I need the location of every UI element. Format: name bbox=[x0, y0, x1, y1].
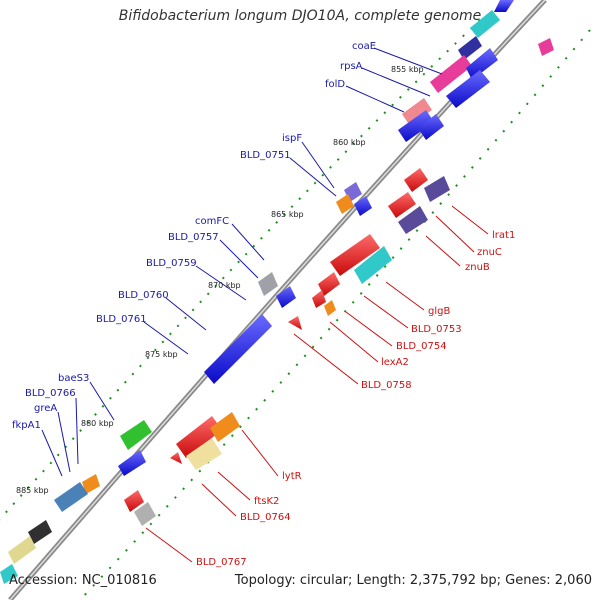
gene-label[interactable]: BLD_0767 bbox=[196, 557, 247, 568]
kbp-label: 880 kbp bbox=[81, 419, 114, 428]
gene-forward bbox=[430, 55, 472, 93]
gene-label[interactable]: lytR bbox=[282, 471, 302, 482]
forward-gene-track bbox=[0, 0, 514, 584]
gene-label[interactable]: BLD_0761 bbox=[96, 314, 147, 325]
gene-forward bbox=[494, 0, 514, 12]
gene-forward bbox=[458, 36, 482, 60]
gene-reverse bbox=[330, 234, 380, 276]
forward-leader-lines bbox=[41, 47, 443, 477]
gene-forward bbox=[82, 474, 100, 494]
gene-reverse bbox=[538, 38, 554, 56]
gene-reverse bbox=[404, 168, 428, 192]
genome-title: Bifidobacterium longum DJO10A, complete … bbox=[118, 8, 482, 24]
genome-summary: Topology: circular; Length: 2,375,792 bp… bbox=[234, 573, 592, 588]
gene-label[interactable]: znuB bbox=[465, 262, 490, 273]
gene-forward bbox=[8, 536, 36, 564]
gene-reverse bbox=[324, 300, 336, 316]
gene-label[interactable]: BLD_0753 bbox=[411, 324, 462, 335]
gene-forward bbox=[470, 10, 500, 38]
kbp-label: 885 kbp bbox=[16, 486, 49, 495]
gene-label[interactable]: coaE bbox=[352, 41, 377, 52]
gene-label[interactable]: rpsA bbox=[340, 61, 363, 72]
gene-forward bbox=[118, 450, 146, 476]
gene-forward bbox=[258, 272, 278, 296]
gene-forward bbox=[336, 194, 354, 214]
kbp-label: 860 kbp bbox=[333, 138, 366, 147]
kbp-label: 875 kbp bbox=[145, 350, 178, 359]
gene-label[interactable]: greA bbox=[34, 403, 58, 414]
gc-track-outer bbox=[79, 29, 591, 600]
gene-reverse bbox=[170, 452, 182, 464]
gc-track-inner bbox=[0, 19, 481, 521]
gene-reverse bbox=[318, 272, 340, 296]
gene-label[interactable]: ftsK2 bbox=[254, 496, 280, 507]
gene-forward bbox=[354, 196, 372, 216]
kbp-label: 865 kbp bbox=[271, 210, 304, 219]
gene-forward bbox=[120, 420, 152, 450]
gene-label[interactable]: BLD_0759 bbox=[146, 258, 197, 269]
gene-forward bbox=[466, 48, 498, 80]
gene-reverse bbox=[312, 290, 326, 308]
gene-reverse bbox=[354, 246, 392, 284]
gene-reverse bbox=[186, 438, 222, 470]
gene-label[interactable]: BLD_0751 bbox=[240, 150, 291, 161]
gene-label[interactable]: BLD_0754 bbox=[396, 341, 447, 352]
gene-label[interactable]: folD bbox=[325, 79, 346, 90]
kbp-label: 855 kbp bbox=[391, 65, 424, 74]
gene-reverse bbox=[210, 412, 240, 442]
gene-label[interactable]: lexA2 bbox=[381, 357, 409, 368]
gene-forward bbox=[446, 70, 490, 108]
gene-label[interactable]: BLD_0764 bbox=[240, 512, 291, 523]
gene-reverse bbox=[176, 416, 222, 458]
gene-forward bbox=[204, 314, 272, 384]
gene-label[interactable]: BLD_0760 bbox=[118, 290, 169, 301]
gene-reverse bbox=[124, 490, 144, 512]
gene-label[interactable]: BLD_0758 bbox=[361, 380, 412, 391]
gene-label[interactable]: fkpA1 bbox=[12, 420, 41, 431]
gene-forward bbox=[54, 482, 88, 512]
gene-label[interactable]: znuC bbox=[477, 247, 502, 258]
gene-forward bbox=[402, 98, 432, 126]
gene-label[interactable]: ispF bbox=[282, 133, 303, 144]
gene-label[interactable]: lrat1 bbox=[492, 230, 516, 241]
gene-reverse bbox=[424, 176, 450, 202]
gene-label[interactable]: glgB bbox=[428, 306, 451, 317]
gene-forward bbox=[28, 520, 52, 544]
gene-forward bbox=[418, 114, 444, 140]
gene-forward bbox=[0, 564, 18, 584]
gene-forward bbox=[276, 286, 296, 308]
gene-reverse bbox=[388, 192, 416, 218]
accession-label: Accession: NC_010816 bbox=[9, 573, 157, 588]
gene-label[interactable]: BLD_0757 bbox=[168, 232, 219, 243]
gene-forward bbox=[398, 110, 434, 142]
gene-reverse bbox=[288, 316, 302, 330]
reverse-gene-track bbox=[124, 38, 554, 526]
gene-label[interactable]: baeS3 bbox=[58, 373, 90, 384]
gene-reverse bbox=[398, 206, 428, 234]
gene-label[interactable]: BLD_0766 bbox=[25, 388, 76, 399]
kbp-label: 870 kbp bbox=[208, 281, 241, 290]
gene-label[interactable]: comFC bbox=[195, 216, 230, 227]
reverse-leader-lines bbox=[145, 205, 489, 563]
gene-reverse bbox=[134, 502, 156, 526]
